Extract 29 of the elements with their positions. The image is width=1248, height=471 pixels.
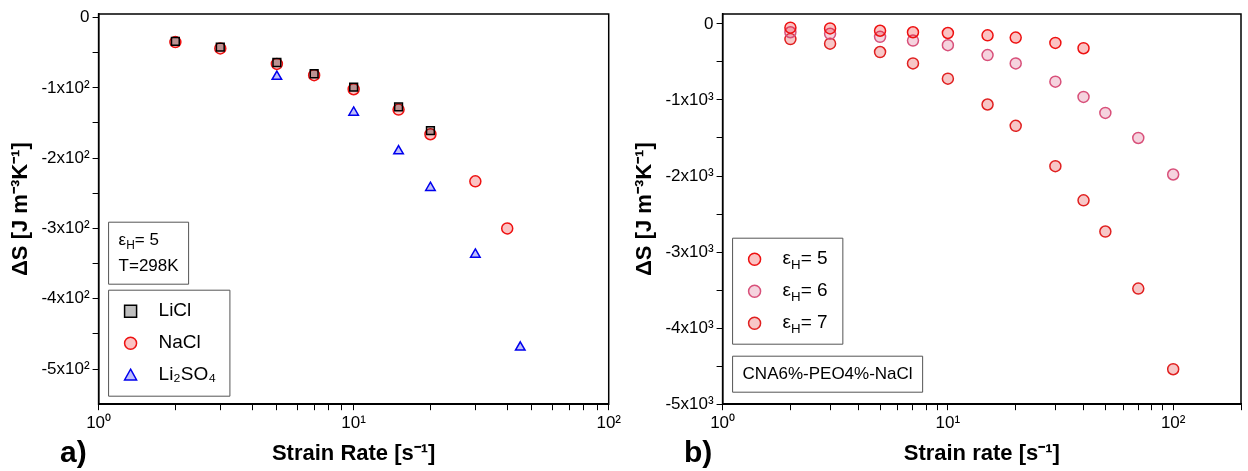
- x-tick-label: 10²: [1160, 413, 1186, 433]
- legend-label: LiCl: [158, 299, 192, 321]
- legend-label: NaCl: [158, 331, 201, 353]
- x-tick-label: 10⁰: [710, 413, 736, 433]
- y-tick-label: -4x10³: [665, 317, 714, 337]
- annotation: CNA6%-PEO4%-NaCl: [742, 363, 913, 383]
- x-axis-title: Strain Rate [s⁻¹]: [271, 439, 436, 465]
- y-tick-label: -2x10³: [665, 165, 714, 185]
- y-tick-label: -3x10³: [665, 241, 714, 261]
- x-tick-label: 10¹: [935, 413, 961, 433]
- y-tick-label: -1x10²: [41, 77, 90, 97]
- x-tick-label: 10⁰: [86, 413, 112, 433]
- text: a): [60, 435, 87, 469]
- legend-label: Li₂SO₄: [158, 363, 217, 385]
- text: b): [684, 435, 713, 469]
- y-tick-label: -5x10³: [665, 393, 714, 413]
- y-axis-title: ΔS [J m⁻³K⁻¹]: [7, 142, 33, 276]
- y-tick-label: -4x10²: [41, 288, 90, 308]
- y-tick-label: -2x10²: [41, 147, 90, 167]
- y-tick-label: 0: [80, 7, 90, 27]
- x-tick-label: 10¹: [341, 413, 367, 433]
- y-tick-label: 0: [704, 13, 714, 33]
- y-tick-label: -3x10²: [41, 218, 90, 238]
- x-axis-title: Strain rate [s⁻¹]: [903, 439, 1060, 465]
- y-tick-label: -1x10³: [665, 89, 714, 109]
- x-tick-label: 10²: [596, 413, 622, 433]
- annotation: T=298K: [118, 255, 180, 275]
- y-axis-title: ΔS [J m⁻³K⁻¹]: [631, 142, 657, 276]
- y-tick-label: -5x10²: [41, 358, 90, 378]
